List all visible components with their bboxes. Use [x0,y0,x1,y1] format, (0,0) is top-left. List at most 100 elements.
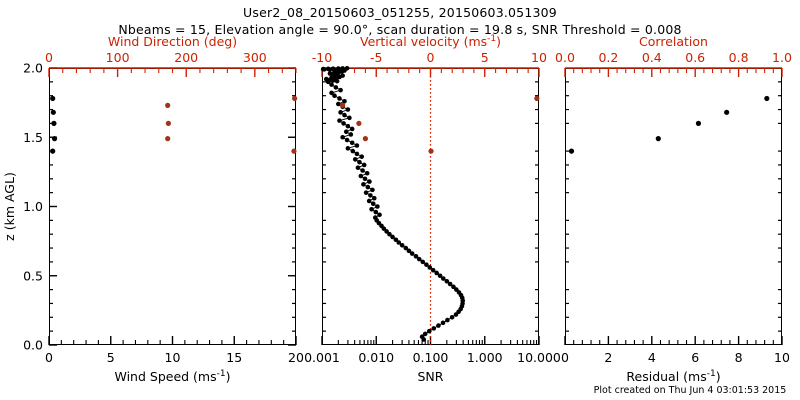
data-point [338,110,343,115]
data-point [330,66,336,71]
data-point [427,265,433,270]
data-point [372,215,378,220]
data-point [370,201,376,207]
data-point [440,320,446,326]
data-point [165,120,171,126]
data-point [375,204,380,209]
data-point [424,262,429,267]
data-point [393,237,399,243]
data-point [430,267,436,273]
x-tick-label-bottom: 10 [165,350,181,365]
x-tick-label-bottom: 0.010 [358,350,394,365]
data-point [422,331,428,337]
data-point [50,148,56,154]
snr-profile-line [323,67,464,340]
y-tick-label: 0.0 [23,338,43,353]
data-point [329,82,334,87]
data-point [292,95,298,102]
y-tick-label: 0.5 [23,268,43,283]
data-point [340,134,345,140]
data-point [354,143,360,148]
data-point [329,90,334,96]
data-point [387,231,392,237]
data-point [449,315,455,320]
x-tick-label-bottom: 8 [735,350,743,365]
data-point [724,109,730,115]
data-point [368,193,373,198]
x-tick-label-top: -10 [312,50,332,65]
x-tick-label-bottom: 0.001 [304,350,340,365]
x-tick-label-bottom: 15 [226,350,242,365]
data-point [357,159,362,165]
x-tick-label-bottom: 10.000 [517,350,561,365]
data-point [345,146,351,151]
data-point [445,317,450,323]
data-point [364,170,370,176]
data-point [336,101,341,107]
data-point [355,165,361,171]
data-point [431,326,437,331]
x-axis-title-bottom: Residual (ms-1) [626,369,720,384]
data-point [568,148,575,154]
data-point [348,132,354,137]
figure-title: User2_08_20150603_051255, 20150603.05130… [243,5,557,20]
x-tick-label-top: 0.6 [685,50,705,65]
y-tick-label: 2.0 [23,61,43,76]
data-point [361,182,366,187]
data-point [320,66,326,72]
x-tick-label-bottom: 20 [288,350,304,365]
data-point [416,256,422,262]
y-tick-label: 1.0 [23,199,43,214]
data-point [366,198,372,204]
data-point [534,95,540,102]
data-point [361,162,367,168]
data-point [360,168,365,173]
panel-wind [49,68,296,345]
x-tick-label-bottom: 0 [45,350,53,365]
data-point [347,115,352,121]
data-point [356,120,362,126]
data-point [350,148,356,154]
x-axis-title-top: Vertical velocity (ms-1) [360,34,501,49]
data-point [344,137,350,143]
x-tick-label-bottom: 1.000 [467,350,503,365]
x-axis-title-bottom: SNR [418,369,444,384]
data-point [437,273,443,279]
data-point [370,187,375,193]
data-point [336,66,341,71]
data-point [365,184,371,190]
data-point [396,240,402,245]
data-point [406,248,412,254]
data-point [764,95,770,102]
data-point [454,287,459,292]
x-tick-label-bottom: 0 [561,350,569,365]
data-point [399,242,405,248]
data-point [352,157,358,162]
data-point [362,176,368,182]
data-point [340,73,345,78]
x-tick-label-top: 0.4 [642,50,662,65]
x-tick-label-bottom: 5 [107,350,115,365]
figure-subtitle: Nbeams = 15, Elevation angle = 90.0°, sc… [118,22,682,37]
data-point [419,334,425,339]
data-point [434,270,439,276]
data-point [325,66,331,72]
data-point [165,136,171,142]
data-point [342,112,347,118]
data-point [447,281,453,287]
data-point [340,66,345,71]
data-point [50,95,56,102]
x-tick-label-top: 0.2 [598,50,618,65]
data-point [341,121,346,126]
data-point [165,102,171,108]
data-point [327,71,333,76]
x-axis-title-top: Correlation [639,34,708,49]
x-tick-label-bottom: 4 [648,350,656,365]
x-tick-label-bottom: 0.100 [413,350,449,365]
series-wind-bottom [50,95,58,154]
x-tick-label-top: 300 [243,50,267,65]
data-point [324,76,329,82]
x-tick-label-top: 0.0 [555,50,575,65]
